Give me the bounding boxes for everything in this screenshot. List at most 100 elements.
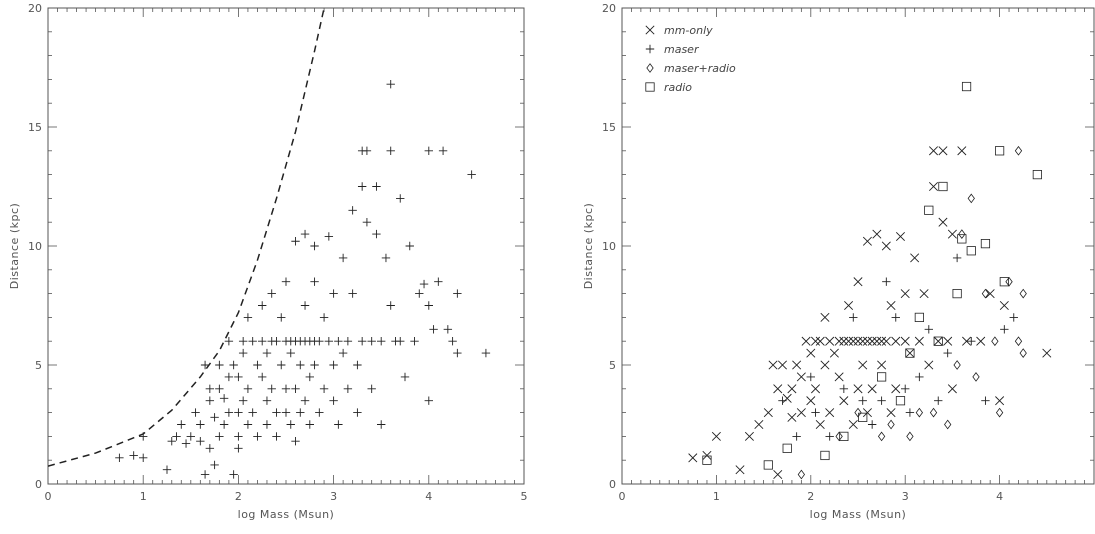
- y-tick-label: 5: [609, 359, 616, 372]
- data-point: [867, 384, 877, 394]
- data-point: [277, 360, 286, 370]
- data-point: [839, 384, 849, 393]
- data-point: [396, 194, 405, 203]
- data-point: [825, 432, 834, 441]
- data-point: [1000, 325, 1009, 334]
- plot-frame: [621, 7, 1095, 485]
- data-point: [933, 336, 943, 346]
- data-point: [877, 396, 886, 405]
- data-point: [980, 239, 991, 249]
- data-point: [448, 337, 457, 346]
- data-point: [238, 396, 248, 405]
- data-point: [357, 337, 367, 346]
- data-point: [844, 300, 854, 311]
- data-point: [424, 301, 433, 310]
- data-point: [310, 241, 319, 251]
- data-point: [787, 412, 797, 422]
- data-point: [915, 372, 924, 382]
- data-point: [806, 348, 816, 358]
- data-point: [200, 470, 210, 479]
- data-point: [806, 396, 816, 406]
- y-tick-label: 0: [35, 478, 42, 491]
- data-point: [224, 337, 234, 346]
- data-point: [792, 360, 802, 370]
- data-point: [329, 360, 338, 370]
- axis-ticks: [47, 7, 525, 485]
- data-point: [796, 372, 806, 382]
- data-point: [815, 419, 825, 430]
- data-point: [191, 408, 200, 417]
- data-point: [834, 336, 844, 346]
- data-point: [877, 372, 887, 382]
- data-point: [386, 146, 395, 155]
- data-point: [999, 300, 1009, 311]
- data-point: [291, 436, 300, 446]
- data-point: [792, 432, 801, 441]
- data-point: [929, 407, 938, 418]
- data-point: [310, 360, 319, 370]
- data-point: [943, 348, 952, 358]
- data-point: [129, 451, 138, 460]
- data-point: [858, 336, 868, 346]
- data-point: [976, 336, 986, 346]
- legend: mm-only maser maser+radio radio: [645, 24, 736, 94]
- data-point: [957, 234, 967, 244]
- data-point: [958, 229, 966, 239]
- data-point: [324, 232, 334, 241]
- data-point: [891, 336, 901, 346]
- x-tick-label: 4: [425, 490, 432, 503]
- data-point: [324, 337, 334, 346]
- y-tick-label: 5: [35, 359, 42, 372]
- data-point: [999, 277, 1009, 287]
- legend-marker: [645, 25, 655, 35]
- legend-marker: [646, 63, 654, 73]
- data-point: [215, 384, 224, 393]
- data-point: [872, 229, 882, 239]
- data-point: [867, 420, 877, 429]
- data-point: [797, 469, 806, 480]
- data-point: [205, 444, 215, 453]
- data-point: [778, 396, 787, 405]
- data-point: [981, 288, 990, 299]
- legend-label: maser+radio: [664, 62, 736, 75]
- data-point: [253, 360, 262, 370]
- data-point: [248, 337, 257, 346]
- x-tick-label: 2: [807, 490, 814, 503]
- plot-area: [688, 81, 1052, 480]
- data-point: [300, 301, 310, 310]
- data-point: [763, 408, 773, 418]
- data-point: [315, 337, 324, 346]
- data-point: [181, 439, 191, 448]
- data-point: [862, 408, 872, 418]
- data-point: [296, 360, 305, 370]
- data-point: [272, 408, 281, 417]
- data-point: [162, 465, 172, 474]
- data-point: [806, 372, 815, 382]
- data-point: [139, 453, 148, 463]
- data-point: [300, 396, 310, 405]
- data-point: [362, 218, 372, 227]
- data-point: [253, 432, 262, 441]
- data-point: [357, 182, 367, 191]
- data-point: [835, 431, 843, 442]
- data-point: [453, 289, 462, 298]
- data-point: [386, 79, 395, 89]
- data-point: [262, 348, 272, 358]
- data-point: [933, 336, 943, 346]
- data-point: [910, 253, 920, 263]
- data-point: [844, 336, 854, 346]
- data-point: [853, 277, 863, 287]
- data-point: [702, 455, 712, 465]
- data-point: [848, 336, 858, 346]
- data-point: [281, 408, 291, 417]
- series-maser-radio: [797, 145, 1027, 480]
- data-point: [248, 408, 257, 417]
- data-point: [825, 408, 835, 418]
- data-point: [434, 277, 443, 286]
- y-tick-label: 10: [28, 240, 42, 253]
- data-point: [991, 336, 999, 347]
- data-point: [367, 384, 376, 393]
- data-point: [872, 336, 882, 346]
- data-point: [796, 408, 806, 418]
- series-radio: [702, 81, 1042, 470]
